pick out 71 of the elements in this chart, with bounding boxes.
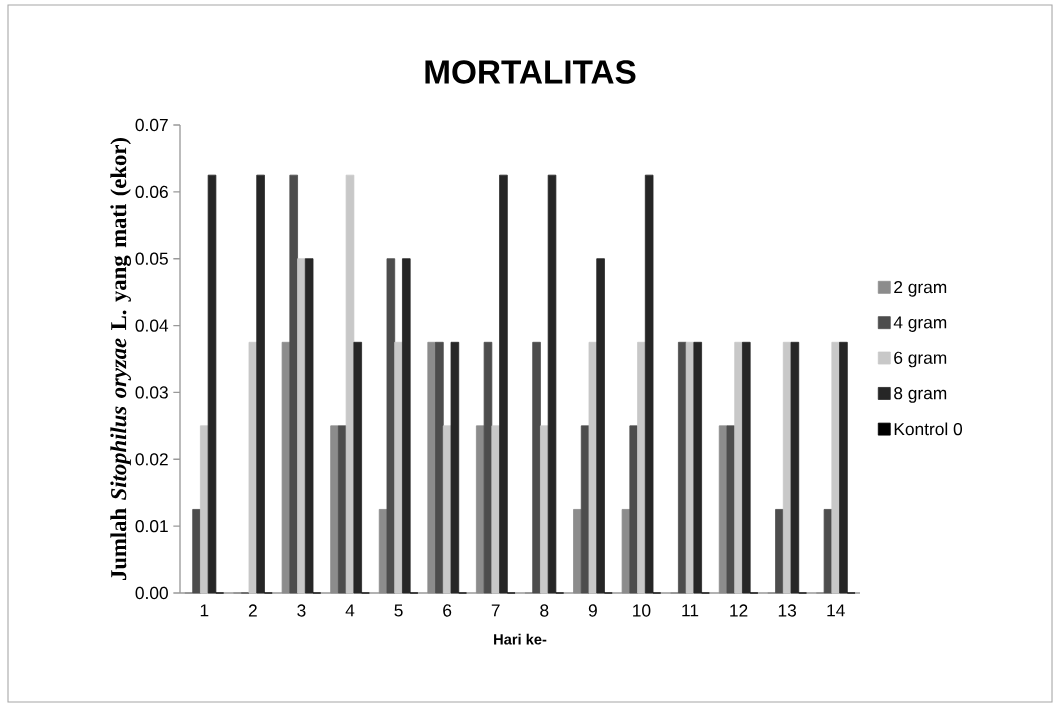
bar [540,425,549,594]
x-tick-label: 13 [778,604,797,617]
y-tick-label: 0.04 [135,319,169,332]
x-tick-label: 14 [827,604,845,617]
legend-label: 2 gram [894,280,947,297]
bar [491,425,500,594]
x-tick-label: 5 [394,604,403,617]
y-axis-title: Jumlah Sitophilus oryzae L. yang mati (ekor) [110,138,132,580]
bar [483,341,493,594]
bar [256,174,265,594]
bar [297,258,306,594]
bar [726,425,736,594]
legend-label: 6 gram [894,351,947,368]
bar [823,509,833,594]
x-tick-label: 4 [345,604,355,617]
bar [281,341,291,594]
x-tick-label: 3 [297,604,306,617]
bar [248,341,258,594]
bar [693,341,703,594]
bar [402,258,411,594]
bar [207,174,217,594]
bar [742,341,751,594]
bar [629,425,638,594]
y-tick-label: 0.02 [135,453,168,466]
bar [289,174,298,594]
bar [831,341,840,594]
x-tick-label: 2 [248,604,257,617]
bar [427,341,436,594]
bar [790,341,800,594]
bar [499,174,508,594]
bar [450,341,460,594]
x-tick-label: 9 [588,604,597,617]
bar [200,425,209,594]
x-tick-label: 6 [443,604,452,617]
x-tick-label: 12 [730,604,748,617]
y-tick-label: 0.00 [135,586,168,600]
bar [353,341,362,594]
bar [386,258,396,594]
x-tick-label: 8 [540,604,549,617]
x-tick-label: 7 [491,604,500,617]
bar [394,341,403,594]
x-tick-label: 1 [200,604,209,617]
y-tick-label: 0.07 [135,118,168,132]
y-tick-label: 0.01 [135,520,168,533]
bar [547,174,557,594]
legend-label: Kontrol 0 [894,422,963,436]
bar [644,174,654,594]
y-tick-label: 0.03 [135,386,168,399]
bar [621,509,631,594]
legend-label: 8 gram [894,387,947,403]
bar [685,341,695,594]
bar [330,425,339,594]
y-tick-label: 0.05 [135,252,168,265]
bar [532,341,541,594]
bar [637,341,646,594]
bar [345,174,355,594]
bar [435,341,444,594]
bar [573,509,582,594]
legend-label: 4 gram [893,316,947,332]
bar [304,258,314,594]
x-tick-label: 11 [682,604,699,617]
bar [192,509,201,594]
y-tick-label: 0.06 [135,185,168,198]
x-axis-title: Hari ke- [494,633,547,645]
bar [839,341,848,594]
bar [596,258,605,594]
x-tick-label: 10 [633,604,651,617]
bar [775,509,784,594]
bar [734,341,743,594]
bar [588,341,598,594]
chart-title: MORTALITAS [425,60,636,84]
